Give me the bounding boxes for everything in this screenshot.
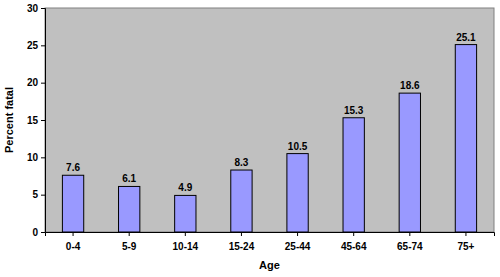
tick-label: 10-14 <box>173 241 199 252</box>
tick-mark <box>41 232 45 233</box>
tick: 10 <box>27 152 45 163</box>
tick: 5 <box>32 189 45 200</box>
bar <box>343 118 364 232</box>
tick: 25 <box>27 40 45 51</box>
bar <box>399 93 420 232</box>
bar <box>231 170 252 232</box>
tick: 30 <box>27 3 45 14</box>
data-label: 7.6 <box>66 162 80 173</box>
tick: 0 <box>32 227 45 238</box>
tick-mark <box>41 120 45 121</box>
tick-mark <box>129 232 130 236</box>
tick-label: 0-4 <box>66 241 81 252</box>
tick-label: 0 <box>32 227 38 238</box>
axis-line <box>46 233 495 237</box>
data-label: 25.1 <box>456 32 476 43</box>
tick-label: 45-64 <box>341 241 367 252</box>
axis-line <box>41 9 46 233</box>
tick-label: 10 <box>27 152 39 163</box>
tick-label: 25-44 <box>285 241 311 252</box>
plot-background <box>45 8 494 232</box>
tick-mark <box>41 83 45 84</box>
tick-label: 15-24 <box>229 241 255 252</box>
bar <box>455 45 476 232</box>
tick-label: 5 <box>32 189 38 200</box>
data-labels: 7.6 6.1 4.9 8.3 10.5 15.3 18.6 25.1 <box>66 32 476 194</box>
tick-label: 20 <box>27 77 39 88</box>
plot: 0 5 10 15 20 25 30 0-4 5-9 10-14 15-24 25-44 45-64 65… <box>27 3 495 252</box>
data-label: 4.9 <box>178 182 192 193</box>
tick-mark <box>185 232 186 236</box>
x-axis: 0-4 5-9 10-14 15-24 25-44 45-64 65-74 75+ <box>46 232 495 252</box>
tick: 65-74 <box>397 232 423 252</box>
tick-mark <box>409 232 410 236</box>
tick: 45-64 <box>341 232 367 252</box>
bar <box>62 175 83 232</box>
tick-label: 25 <box>27 40 39 51</box>
tick-label: 5-9 <box>122 241 137 252</box>
data-label: 6.1 <box>122 173 136 184</box>
y-axis: 0 5 10 15 20 25 30 <box>27 3 46 238</box>
tick-mark <box>297 232 298 236</box>
data-label: 18.6 <box>400 80 420 91</box>
tick-label: 75+ <box>457 241 474 252</box>
tick: 20 <box>27 77 45 88</box>
tick: 10-14 <box>173 232 199 252</box>
data-label: 8.3 <box>234 157 248 168</box>
tick-mark <box>41 195 45 196</box>
tick: 5-9 <box>122 232 137 252</box>
tick-label: 15 <box>27 115 39 126</box>
bar <box>287 154 308 232</box>
tick-mark <box>73 232 74 236</box>
tick-mark <box>41 8 45 9</box>
tick: 0-4 <box>66 232 81 252</box>
tick-mark <box>465 232 466 236</box>
chart: 0 5 10 15 20 25 30 0-4 5-9 10-14 15-24 25-44 45-64 65… <box>0 0 500 277</box>
bar <box>119 186 140 232</box>
tick-mark <box>41 157 45 158</box>
tick: 15 <box>27 115 45 126</box>
tick: 25-44 <box>285 232 311 252</box>
y-axis-title: Percent fatal <box>3 87 15 153</box>
tick-label: 65-74 <box>397 241 423 252</box>
tick-label: 30 <box>27 3 39 14</box>
bars <box>62 45 476 232</box>
bar <box>175 195 196 232</box>
data-label: 10.5 <box>288 141 308 152</box>
tick: 75+ <box>457 232 474 252</box>
tick-mark <box>41 45 45 46</box>
tick: 15-24 <box>229 232 255 252</box>
data-label: 15.3 <box>344 105 364 116</box>
tick-mark <box>241 232 242 236</box>
tick-mark <box>353 232 354 236</box>
x-axis-title: Age <box>259 259 280 271</box>
